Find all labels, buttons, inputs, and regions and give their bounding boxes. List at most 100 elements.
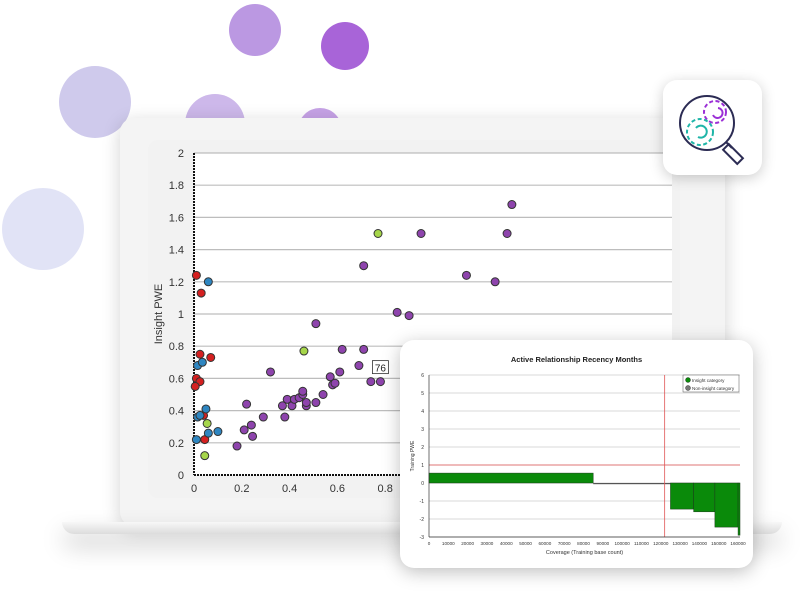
y-tick-label: 2 [421,445,424,451]
x-tick-label: 90000 [596,541,609,546]
data-point [311,319,321,329]
x-tick-label: 0 [428,541,431,546]
recency-chart-card: Active Relationship Recency Months -3 -2-… [400,340,753,568]
bar [593,483,671,485]
y-tick-label: 1 [421,463,424,469]
data-point [196,288,206,298]
data-point [416,229,426,238]
x-tick-label: 120000 [653,541,669,546]
y-tick-label: -3 [420,535,425,541]
y-tick-label: 3 [421,427,424,433]
x-tick-label: 0.8 [378,483,393,495]
x-tick-label: 0.4 [282,483,297,495]
annotation-box [372,360,389,375]
decor-bubble [59,66,131,138]
data-point [206,352,216,362]
y-tick-label: 0.4 [169,406,184,418]
x-tick-label: 110000 [634,541,649,546]
y-tick-label: 1.6 [169,212,184,224]
y-axis-label: Training PWE [410,440,416,471]
data-point [461,270,471,280]
y-tick-label: 0 [421,481,424,487]
y-tick-label: 1.4 [169,245,184,257]
x-tick-label: 10000 [442,541,455,546]
legend [682,374,740,393]
data-point [190,381,200,391]
data-point [366,377,376,387]
y-tick-label: 6 [421,373,424,379]
data-point [373,229,383,238]
x-tick-label: 60000 [539,541,552,546]
annotation-label: 76 [375,364,387,375]
bar [428,472,594,484]
x-tick-label: 100000 [614,541,630,546]
data-point [201,404,211,414]
data-point [197,357,207,367]
x-tick-label: 20000 [461,541,474,546]
data-point [359,344,369,354]
y-tick-label: 2 [178,148,184,160]
data-point [325,372,335,382]
x-tick-label: 130000 [672,541,688,546]
data-point [330,378,340,388]
data-point [318,390,328,399]
y-tick-label: 0.2 [169,438,184,450]
x-tick-label: 0.6 [330,483,345,495]
legend-marker [685,385,691,391]
data-point [213,427,223,437]
data-point [202,418,212,428]
bar-chart: -3 -2 -1 0 1 2 3 4 5 6 0 10000 20000 30000 40000 50000 6… [410,373,746,556]
data-point [298,386,308,396]
x-tick-label: 0 [191,483,197,495]
y-tick-label: 1 [178,309,184,321]
data-point [239,425,249,435]
chart-title: Active Relationship Recency Months [510,355,643,364]
data-point [242,399,252,409]
bar [693,482,716,513]
data-point [311,398,321,408]
data-point [191,270,201,280]
x-tick-label: 0.2 [234,483,249,495]
x-tick-label: 50000 [519,541,532,546]
data-point [337,344,347,354]
y-tick-label: -2 [420,517,425,523]
x-tick-label: 30000 [481,541,494,546]
data-point [248,431,258,441]
x-tick-label: 40000 [500,541,513,546]
data-point [191,435,201,445]
data-point [232,441,242,451]
bar [737,482,741,536]
data-point [299,346,309,356]
y-tick-label: -1 [420,499,425,505]
decor-bubble [321,22,369,70]
data-point [258,412,268,422]
data-point [359,261,369,271]
bar [714,482,739,528]
magnifier-gears-icon [679,95,745,166]
y-tick-label: 1.8 [169,180,184,192]
data-point [246,420,256,430]
bar [670,482,694,510]
data-point [203,428,213,438]
x-axis-label: Coverage (Training base count) [546,550,623,556]
decor-bubble [2,188,84,270]
y-tick-label: 4 [421,409,424,415]
y-tick-label: 1.2 [169,277,184,289]
y-tick-label: 0.8 [169,341,184,353]
legend-label: Insight category [692,378,725,383]
data-point [490,277,500,287]
insight-icon-card [663,80,762,175]
data-point [277,401,287,411]
data-point [404,311,414,321]
x-tick-label: 70000 [558,541,571,546]
y-axis-label: Insight PWE [153,284,165,345]
legend-marker [685,377,691,383]
data-point [502,229,512,238]
y-tick-label: 5 [421,391,424,397]
data-point [280,412,290,422]
data-point [392,307,402,317]
x-tick-label: 80000 [577,541,590,546]
data-point [265,367,275,377]
data-point [203,277,213,287]
y-tick-label: 0 [178,470,184,482]
